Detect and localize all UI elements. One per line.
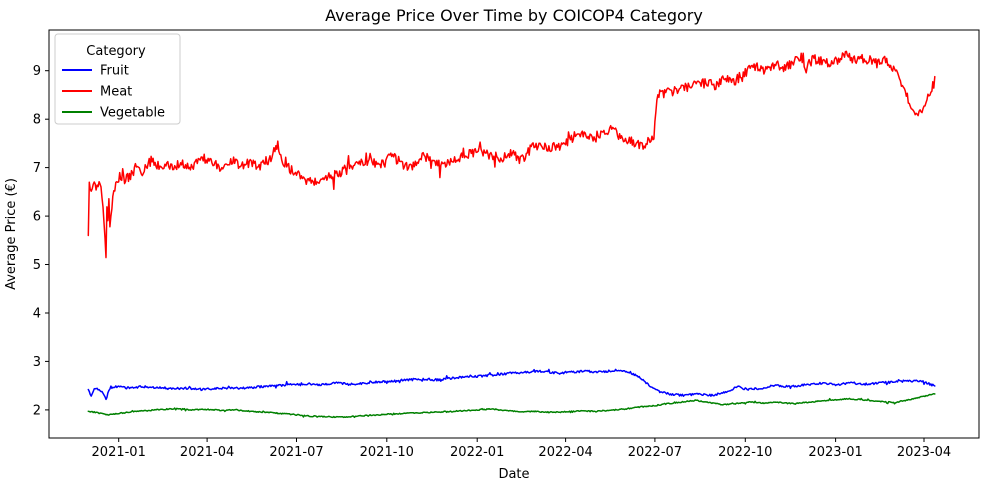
x-tick-label: 2021-04 xyxy=(180,445,234,460)
x-tick-label: 2023-04 xyxy=(897,445,951,460)
y-tick-label: 3 xyxy=(33,355,41,370)
series-line-fruit xyxy=(87,368,936,401)
series-line-vegetable xyxy=(87,392,936,419)
x-axis-label: Date xyxy=(498,467,529,482)
legend: Category Fruit Meat Vegetable xyxy=(54,33,181,125)
plot-area xyxy=(48,29,980,439)
x-axis-ticks: 2021-01 2021-04 2021-07 2021-10 2022-01 2022-… xyxy=(92,438,951,460)
y-axis-label: Average Price (€) xyxy=(4,178,19,290)
y-tick-label: 2 xyxy=(33,403,41,418)
x-tick-label: 2021-07 xyxy=(269,445,323,460)
y-tick-label: 7 xyxy=(33,161,41,176)
y-tick-label: 5 xyxy=(33,258,41,273)
x-tick-label: 2022-07 xyxy=(628,445,682,460)
y-tick-label: 4 xyxy=(33,307,41,322)
legend-frame xyxy=(54,33,181,125)
x-tick-label: 2021-10 xyxy=(360,445,414,460)
x-tick-label: 2022-01 xyxy=(450,445,504,460)
series-lines xyxy=(87,50,936,419)
y-tick-label: 6 xyxy=(33,210,41,225)
legend-label-vegetable: Vegetable xyxy=(100,106,165,121)
legend-label-meat: Meat xyxy=(100,85,132,100)
legend-title: Category xyxy=(86,44,146,59)
chart-title: Average Price Over Time by COICOP4 Categ… xyxy=(325,6,703,25)
y-tick-label: 9 xyxy=(33,64,41,79)
series-line-meat xyxy=(87,50,936,259)
x-tick-label: 2021-01 xyxy=(92,445,146,460)
y-axis-ticks: 2 3 4 5 6 7 8 9 xyxy=(33,64,49,418)
y-tick-label: 8 xyxy=(33,113,41,128)
x-tick-label: 2022-10 xyxy=(718,445,772,460)
legend-label-fruit: Fruit xyxy=(100,64,129,79)
x-tick-label: 2022-04 xyxy=(538,445,592,460)
x-tick-label: 2023-01 xyxy=(808,445,862,460)
